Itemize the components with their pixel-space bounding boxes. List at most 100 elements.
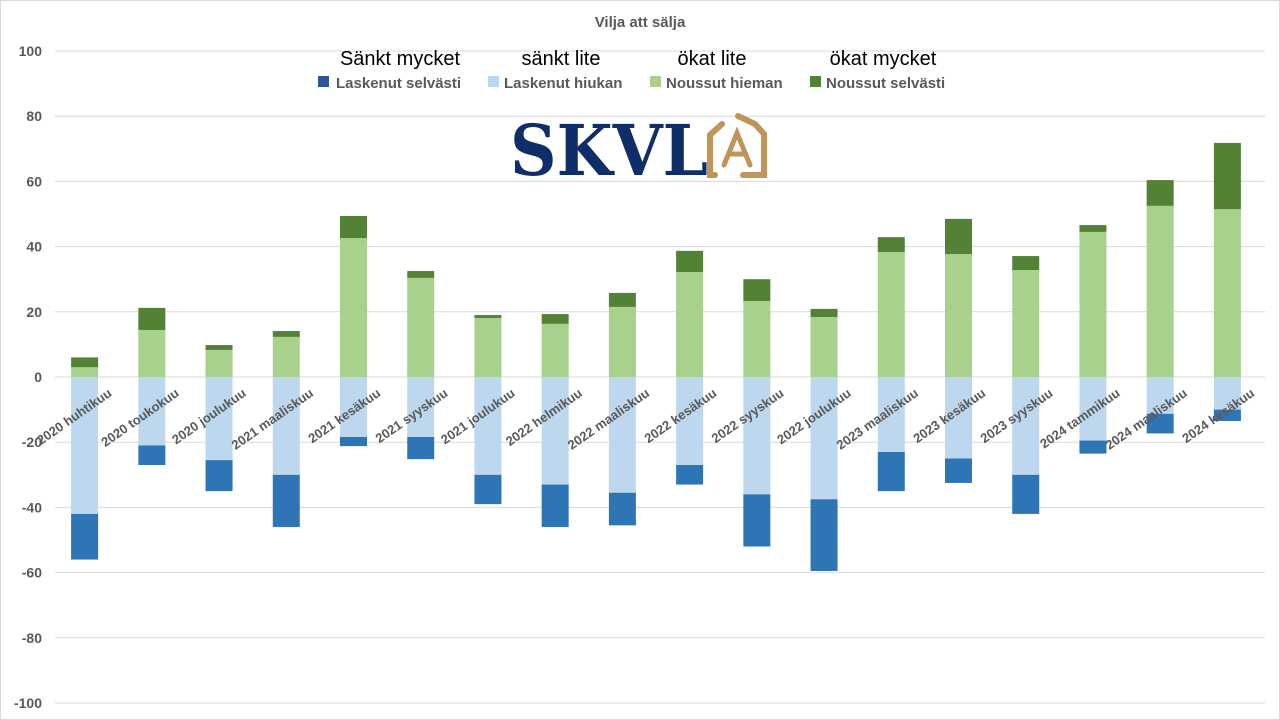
y-tick-label: 20 [26, 304, 42, 320]
bar-noussut-selvasti [810, 308, 838, 318]
bar-noussut-selvasti [1146, 180, 1174, 206]
bar-laskenut-selvasti [676, 465, 704, 485]
bar-laskenut-selvasti [138, 445, 166, 466]
bar-laskenut-selvasti [877, 451, 905, 492]
bar-laskenut-hiukan [541, 377, 569, 485]
y-tick-label: -100 [14, 695, 42, 711]
bar-noussut-hieman [1213, 209, 1241, 377]
bar-noussut-hieman [877, 252, 905, 377]
svg-text:SKVL: SKVL [510, 109, 708, 192]
bar-noussut-selvasti [1079, 225, 1107, 232]
bar-noussut-selvasti [945, 218, 972, 255]
bar-laskenut-hiukan [1012, 377, 1040, 475]
y-tick-label: -20 [22, 434, 42, 450]
legend-swatch [650, 76, 661, 87]
bar-laskenut-hiukan [340, 377, 367, 437]
y-axis-ticks: 100 80 60 40 20 0 -20 -40 -60 -80 -100 [14, 43, 42, 711]
bar-laskenut-selvasti [1079, 440, 1107, 454]
legend-swedish-label: sänkt lite [522, 48, 601, 70]
y-tick-label: -80 [22, 630, 42, 646]
bar-laskenut-hiukan [945, 377, 972, 459]
legend-swedish-label: ökat mycket [830, 48, 937, 70]
bar-laskenut-hiukan [676, 377, 704, 466]
bar-noussut-selvasti [1012, 256, 1040, 271]
bars [71, 142, 1241, 571]
legend-label: Laskenut selvästi [336, 75, 461, 92]
y-tick-label: -60 [22, 565, 42, 581]
legend-swatch [810, 76, 821, 87]
y-tick-label: 40 [26, 239, 42, 255]
bar-laskenut-selvasti [71, 513, 99, 560]
bar-laskenut-selvasti [1146, 413, 1174, 434]
y-tick-label: 0 [34, 369, 42, 385]
bar-laskenut-hiukan [810, 377, 838, 500]
bar-laskenut-hiukan [1079, 377, 1107, 441]
bar-laskenut-selvasti [608, 492, 636, 526]
bar-laskenut-hiukan [71, 377, 99, 514]
legend-label: Laskenut hiukan [504, 75, 622, 92]
bar-noussut-selvasti [1213, 142, 1241, 210]
house-icon [707, 113, 767, 178]
bar-laskenut-selvasti [743, 494, 771, 547]
bar-noussut-hieman [676, 272, 704, 377]
bar-laskenut-selvasti [272, 474, 300, 527]
bar-laskenut-hiukan [474, 377, 502, 475]
y-tick-label: -40 [22, 499, 42, 515]
bar-noussut-hieman [474, 317, 502, 377]
legend-swedish-label: ökat lite [678, 48, 747, 70]
bar-noussut-selvasti [407, 271, 435, 278]
bar-noussut-hieman [541, 323, 569, 377]
bar-laskenut-hiukan [743, 377, 771, 495]
bar-laskenut-hiukan [608, 377, 636, 493]
bar-laskenut-hiukan [1146, 377, 1174, 414]
bar-laskenut-hiukan [407, 377, 435, 437]
bar-laskenut-selvasti [541, 484, 569, 527]
bar-noussut-hieman [407, 277, 435, 377]
bar-noussut-selvasti [138, 307, 166, 331]
bar-laskenut-hiukan [205, 377, 233, 461]
bar-noussut-hieman [608, 306, 636, 377]
bar-noussut-selvasti [608, 292, 636, 307]
bar-noussut-selvasti [541, 314, 569, 324]
bar-noussut-selvasti [71, 357, 99, 368]
bar-laskenut-selvasti [1012, 474, 1040, 514]
bar-noussut-selvasti [272, 331, 300, 337]
bar-laskenut-selvasti [205, 460, 233, 492]
bar-noussut-hieman [1079, 231, 1107, 377]
gridlines [55, 50, 1265, 704]
bar-noussut-hieman [205, 349, 233, 377]
bar-laskenut-selvasti [340, 436, 367, 447]
bar-noussut-hieman [71, 367, 99, 377]
legend-swedish-label: Sänkt mycket [340, 48, 460, 70]
skvl-logo: SKVL [510, 109, 767, 192]
legend-swatch [488, 76, 499, 87]
bar-noussut-hieman [340, 238, 367, 377]
bar-laskenut-hiukan [138, 377, 166, 446]
chart-title: Vilja att sälja [595, 14, 686, 31]
legend: Sänkt mycket Laskenut selvästi sänkt lite L… [318, 48, 945, 92]
bar-laskenut-hiukan [272, 377, 300, 475]
y-tick-label: 60 [26, 173, 42, 189]
bar-noussut-selvasti [474, 315, 502, 318]
bar-laskenut-hiukan [1213, 377, 1241, 410]
bar-laskenut-selvasti [474, 474, 502, 505]
bar-noussut-selvasti [205, 345, 233, 350]
y-tick-label: 80 [26, 108, 42, 124]
bar-noussut-selvasti [676, 250, 704, 273]
legend-swatch [318, 76, 329, 87]
bar-noussut-hieman [945, 254, 972, 377]
bar-laskenut-selvasti [407, 436, 435, 460]
bar-noussut-hieman [138, 330, 166, 377]
bar-noussut-selvasti [743, 279, 771, 302]
bar-laskenut-selvasti [810, 499, 838, 571]
legend-label: Noussut selvästi [826, 75, 945, 92]
bar-noussut-hieman [1146, 205, 1174, 377]
bar-noussut-hieman [272, 336, 300, 377]
bar-laskenut-selvasti [945, 458, 972, 483]
y-tick-label: 100 [19, 43, 43, 59]
bar-laskenut-hiukan [877, 377, 905, 452]
bar-noussut-hieman [1012, 270, 1040, 377]
legend-label: Noussut hieman [666, 75, 783, 92]
bar-noussut-hieman [743, 301, 771, 377]
